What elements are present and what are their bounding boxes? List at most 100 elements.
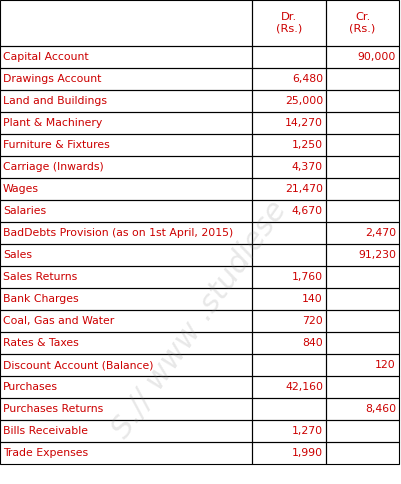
Text: Bills Receivable: Bills Receivable [3, 426, 88, 436]
Bar [0, 354, 252, 376]
Text: Dr.
(Rs.): Dr. (Rs.) [276, 12, 302, 34]
Text: 14,270: 14,270 [285, 118, 323, 128]
Bar [326, 266, 399, 288]
Bar [326, 46, 399, 68]
Bar [0, 178, 252, 200]
Bar [326, 134, 399, 156]
Bar [326, 398, 399, 420]
Text: 1,760: 1,760 [292, 272, 323, 282]
Bar [252, 398, 326, 420]
Text: Furniture & Fixtures: Furniture & Fixtures [3, 140, 110, 150]
Text: Trade Expenses: Trade Expenses [3, 448, 88, 458]
Bar [0, 156, 252, 178]
Bar [252, 134, 326, 156]
Text: 6,480: 6,480 [292, 74, 323, 84]
Bar [0, 0, 252, 46]
Bar [252, 200, 326, 222]
Bar [0, 266, 252, 288]
Text: Discount Account (Balance): Discount Account (Balance) [3, 360, 154, 370]
Bar [326, 288, 399, 310]
Bar [326, 90, 399, 112]
Text: Coal, Gas and Water: Coal, Gas and Water [3, 316, 114, 326]
Text: Purchases: Purchases [3, 382, 58, 392]
Text: 4,370: 4,370 [292, 162, 323, 172]
Text: BadDebts Provision (as on 1st April, 2015): BadDebts Provision (as on 1st April, 201… [3, 228, 233, 238]
Text: 42,160: 42,160 [285, 382, 323, 392]
Text: 1,990: 1,990 [292, 448, 323, 458]
Bar [326, 310, 399, 332]
Bar [326, 112, 399, 134]
Text: 90,000: 90,000 [358, 52, 396, 62]
Text: 21,470: 21,470 [285, 184, 323, 194]
Bar [252, 376, 326, 398]
Text: S.// www .studiese: S.// www .studiese [107, 196, 293, 444]
Bar [0, 310, 252, 332]
Text: 1,250: 1,250 [292, 140, 323, 150]
Bar [0, 442, 252, 464]
Text: Cr.
(Rs.): Cr. (Rs.) [349, 12, 376, 34]
Bar [326, 354, 399, 376]
Bar [0, 90, 252, 112]
Bar [252, 68, 326, 90]
Text: Bank Charges: Bank Charges [3, 294, 79, 304]
Bar [0, 332, 252, 354]
Bar [0, 244, 252, 266]
Bar [252, 420, 326, 442]
Bar [252, 332, 326, 354]
Text: 120: 120 [375, 360, 396, 370]
Bar [0, 288, 252, 310]
Text: Wages: Wages [3, 184, 39, 194]
Text: Rates & Taxes: Rates & Taxes [3, 338, 79, 348]
Bar [252, 178, 326, 200]
Text: 8,460: 8,460 [365, 404, 396, 414]
Bar [0, 398, 252, 420]
Bar [326, 442, 399, 464]
Bar [326, 244, 399, 266]
Bar [0, 46, 252, 68]
Text: 25,000: 25,000 [285, 96, 323, 106]
Bar [252, 222, 326, 244]
Bar [252, 0, 326, 46]
Bar [252, 156, 326, 178]
Bar [326, 156, 399, 178]
Bar [0, 200, 252, 222]
Bar [0, 222, 252, 244]
Bar [252, 266, 326, 288]
Text: Drawings Account: Drawings Account [3, 74, 101, 84]
Text: Capital Account: Capital Account [3, 52, 89, 62]
Text: Salaries: Salaries [3, 206, 46, 216]
Bar [252, 46, 326, 68]
Bar [326, 376, 399, 398]
Text: Land and Buildings: Land and Buildings [3, 96, 107, 106]
Bar [0, 68, 252, 90]
Text: 840: 840 [302, 338, 323, 348]
Bar [252, 288, 326, 310]
Text: 4,670: 4,670 [292, 206, 323, 216]
Bar [252, 112, 326, 134]
Text: Purchases Returns: Purchases Returns [3, 404, 103, 414]
Text: 720: 720 [302, 316, 323, 326]
Text: 2,470: 2,470 [365, 228, 396, 238]
Text: Plant & Machinery: Plant & Machinery [3, 118, 102, 128]
Bar [252, 310, 326, 332]
Text: Carriage (Inwards): Carriage (Inwards) [3, 162, 104, 172]
Bar [252, 244, 326, 266]
Bar [326, 0, 399, 46]
Bar [0, 112, 252, 134]
Text: Sales Returns: Sales Returns [3, 272, 77, 282]
Bar [326, 332, 399, 354]
Bar [252, 90, 326, 112]
Bar [0, 420, 252, 442]
Bar [326, 68, 399, 90]
Bar [326, 420, 399, 442]
Bar [326, 222, 399, 244]
Text: 140: 140 [302, 294, 323, 304]
Bar [326, 178, 399, 200]
Bar [252, 442, 326, 464]
Bar [0, 134, 252, 156]
Bar [252, 354, 326, 376]
Text: 1,270: 1,270 [292, 426, 323, 436]
Text: 91,230: 91,230 [358, 250, 396, 260]
Bar [0, 376, 252, 398]
Text: Sales: Sales [3, 250, 32, 260]
